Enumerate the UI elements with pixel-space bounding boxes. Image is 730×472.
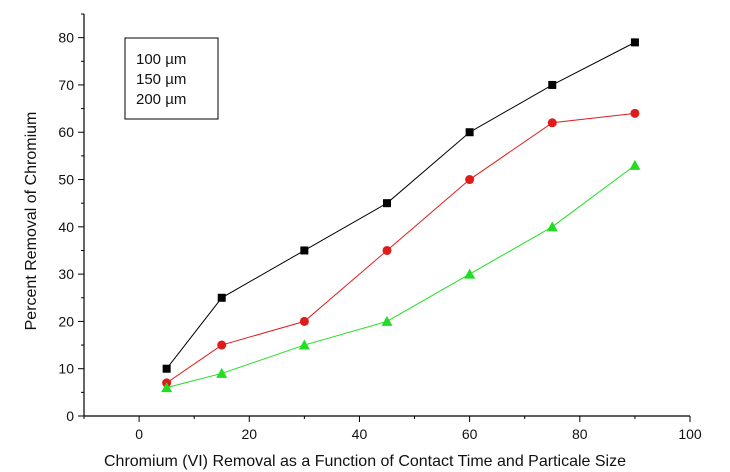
y-axis-title: Percent Removal of Chromium	[23, 112, 40, 331]
y-tick-label: 50	[58, 172, 74, 188]
legend-box	[124, 37, 219, 120]
series-layer	[161, 38, 641, 393]
plot-frame	[83, 14, 690, 417]
x-tick-label: 20	[241, 426, 257, 442]
legend-label: 200 µm	[136, 91, 186, 108]
data-point	[465, 175, 475, 185]
data-point	[382, 245, 392, 255]
x-tick-label: 100	[678, 426, 702, 442]
data-point	[547, 118, 557, 128]
y-tick-label: 70	[58, 77, 74, 93]
data-point	[630, 38, 639, 47]
y-tick-label: 60	[58, 124, 74, 140]
data-point	[217, 293, 226, 302]
data-point	[381, 315, 393, 326]
data-point	[300, 246, 309, 255]
y-tick-label: 10	[58, 361, 74, 377]
x-axis-title: Chromium (VI) Removal as a Function of C…	[104, 453, 626, 470]
legend: 100 µm 150 µm 200 µm	[124, 37, 219, 120]
series-3	[161, 159, 641, 393]
data-point	[298, 339, 310, 350]
series-1	[162, 38, 639, 373]
data-point	[629, 159, 641, 170]
x-tick-label: 0	[135, 426, 143, 442]
series-line	[166, 41, 636, 370]
series-2	[162, 108, 640, 388]
data-point	[216, 367, 228, 378]
y-tick-label: 0	[66, 408, 74, 424]
data-point	[546, 221, 558, 232]
data-point	[383, 199, 391, 208]
series-line	[166, 112, 635, 384]
y-tick-label: 40	[58, 219, 74, 235]
data-point	[465, 128, 474, 137]
legend-label: 100 µm	[136, 51, 186, 68]
y-tick-label: 80	[58, 30, 74, 46]
series-line	[166, 164, 636, 389]
data-point	[162, 364, 171, 373]
y-tick-label: 30	[58, 266, 74, 282]
y-axis-ticks: 0 10 20 30 40 50 60 70 80	[58, 13, 84, 424]
data-point	[630, 108, 640, 118]
data-point	[161, 382, 173, 393]
data-point	[464, 268, 476, 279]
x-tick-label: 60	[462, 426, 478, 442]
x-tick-label: 40	[352, 426, 368, 442]
y-tick-label: 20	[58, 313, 74, 329]
data-point	[548, 80, 557, 89]
data-point	[299, 316, 309, 326]
data-point	[217, 340, 227, 350]
x-axis-ticks: 0 20 40 60 80 100	[83, 416, 702, 442]
legend-label: 150 µm	[136, 71, 186, 88]
x-tick-label: 80	[572, 426, 588, 442]
